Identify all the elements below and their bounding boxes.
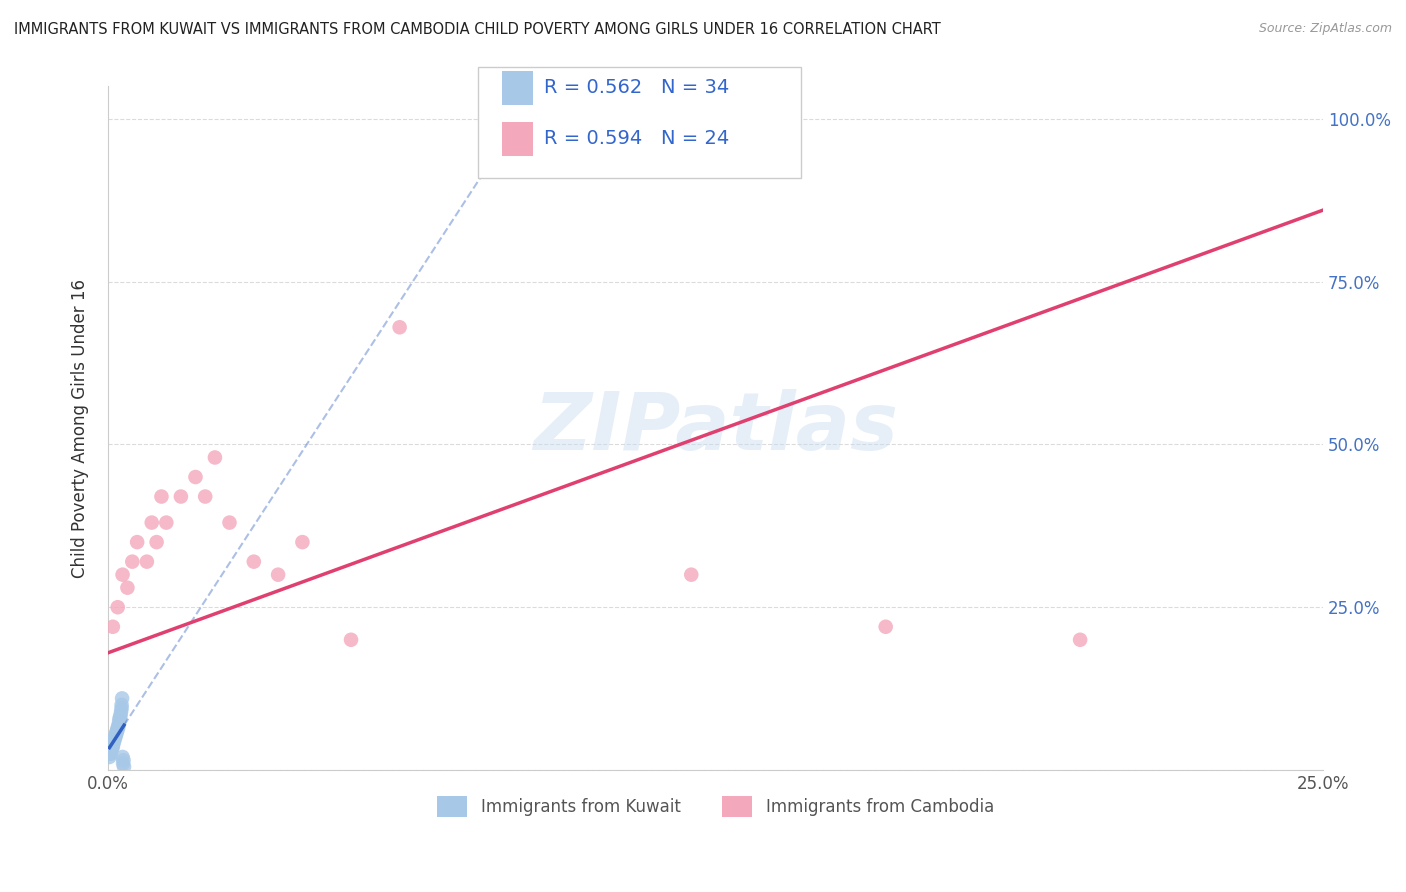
Point [291,535,314,549]
Point [145,535,167,549]
Point [110,705,132,719]
Point [112,756,135,771]
Point [243,555,266,569]
Point [155,516,177,530]
Point [100,747,122,761]
Point [108,711,131,725]
Point [875,620,897,634]
Point [104,731,127,745]
Point [103,737,125,751]
Point [218,516,240,530]
Point [121,555,143,569]
Point [108,714,131,728]
Point [340,632,363,647]
Point [194,490,217,504]
Point [150,490,173,504]
Text: IMMIGRANTS FROM KUWAIT VS IMMIGRANTS FROM CAMBODIA CHILD POVERTY AMONG GIRLS UND: IMMIGRANTS FROM KUWAIT VS IMMIGRANTS FRO… [14,22,941,37]
Point [112,760,135,774]
Point [110,698,132,712]
Point [108,711,131,725]
Point [170,490,193,504]
Point [111,567,134,582]
Point [100,743,122,757]
Point [107,717,129,731]
Point [101,740,124,755]
Point [110,701,132,715]
Point [388,320,411,334]
Point [103,733,125,747]
Point [101,737,124,751]
Point [204,450,226,465]
Point [681,567,703,582]
Point [127,535,149,549]
Point [105,727,128,741]
Point [100,743,122,757]
Point [105,723,128,738]
Point [103,733,125,747]
Point [111,750,134,764]
Point [107,600,129,615]
Legend: Immigrants from Kuwait, Immigrants from Cambodia: Immigrants from Kuwait, Immigrants from … [430,789,1001,823]
Point [184,470,207,484]
Point [98,750,121,764]
Text: Source: ZipAtlas.com: Source: ZipAtlas.com [1258,22,1392,36]
Y-axis label: Child Poverty Among Girls Under 16: Child Poverty Among Girls Under 16 [72,278,89,578]
Point [104,731,127,745]
Point [100,740,122,755]
Point [1069,632,1091,647]
Point [110,707,132,722]
Point [107,721,129,735]
Point [117,581,139,595]
Point [135,555,157,569]
Point [101,740,124,755]
Point [98,747,121,761]
Point [105,723,128,738]
Point [111,691,134,706]
Text: R = 0.562   N = 34: R = 0.562 N = 34 [544,78,730,97]
Text: R = 0.594   N = 24: R = 0.594 N = 24 [544,128,730,148]
Point [107,721,129,735]
Point [101,620,124,634]
Point [104,727,127,741]
Point [112,753,135,767]
Point [267,567,290,582]
Point [141,516,163,530]
Text: ZIPatlas: ZIPatlas [533,389,898,467]
Point [101,737,124,751]
